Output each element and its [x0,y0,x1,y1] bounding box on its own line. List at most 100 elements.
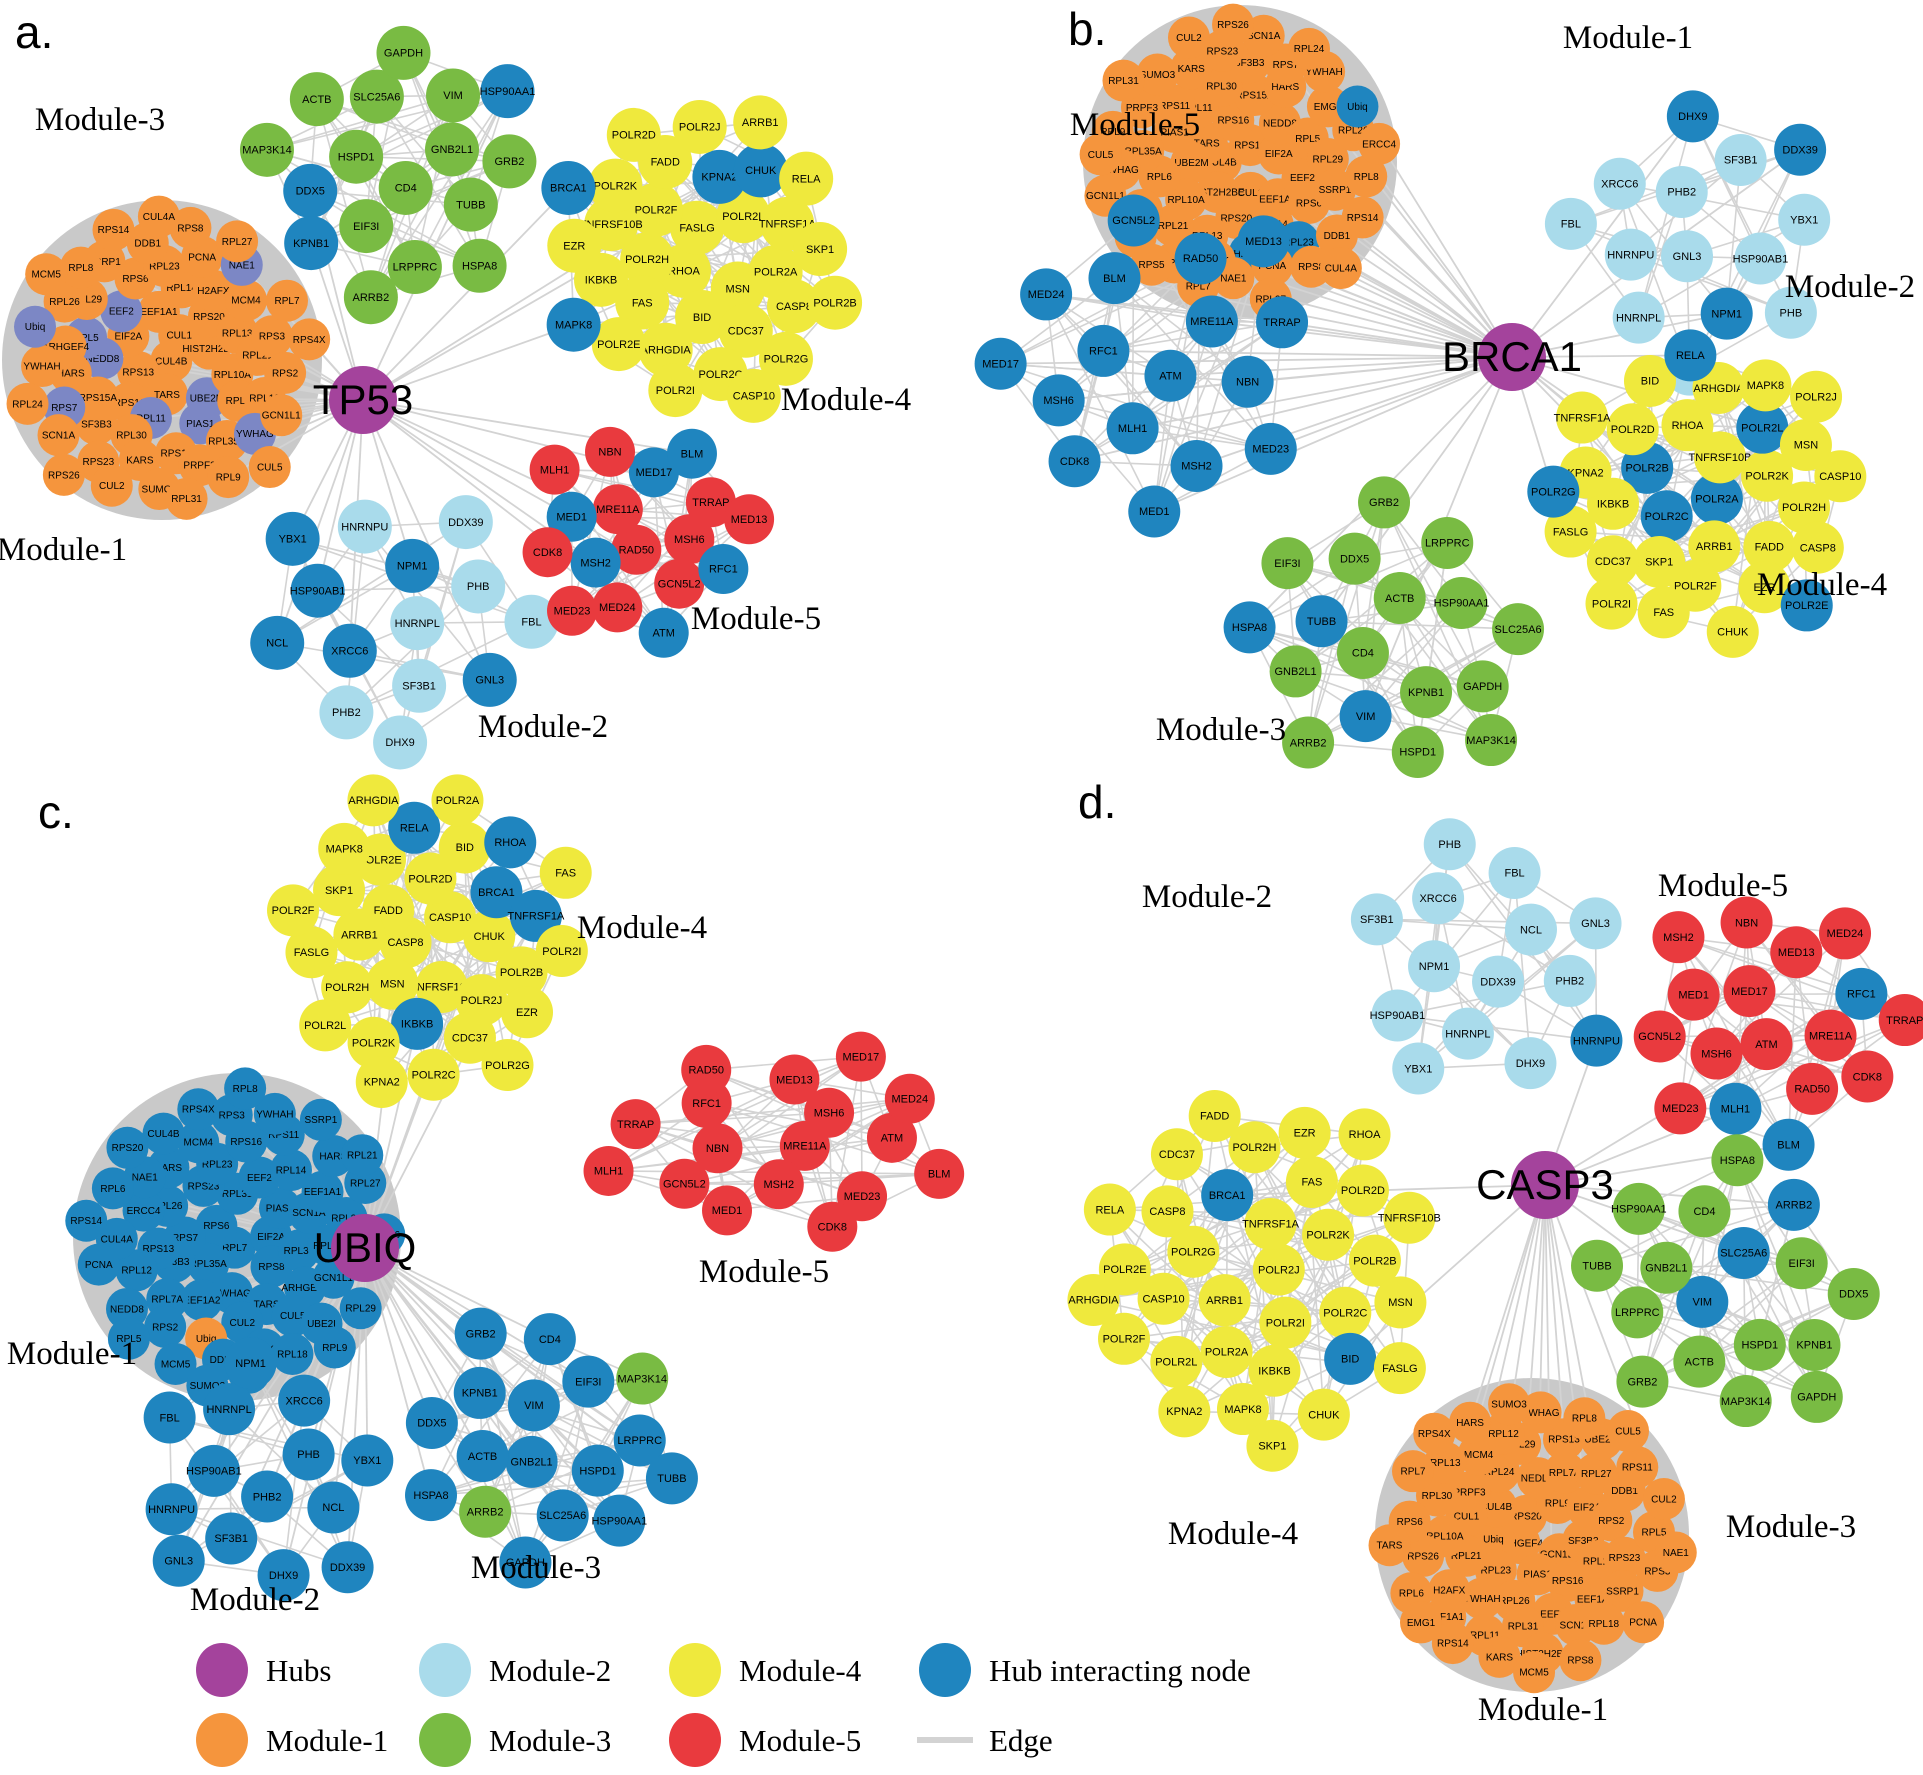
node [835,1031,886,1082]
node-label: POLR2D [612,130,656,142]
node-label: RPS26 [1407,1551,1439,1562]
node-label: RFC1 [1847,989,1876,1001]
node-label: NEDD8 [85,354,119,365]
panel-b-module-4: POLR2A POLR2C TNFRSF10B ARRB1 POLR2B POLR2K SK… [1527,329,1867,658]
node-label: RPS4X [182,1105,215,1116]
node [1586,535,1639,588]
panel-b: CUL4B RPS13 CUL1 TARS EIF2A HIST2H2BE RPS16 EEF… [974,3,1915,778]
node [692,149,747,204]
edge [171,1399,305,1510]
node [1688,520,1741,573]
node-label: NAE1 [1663,1548,1690,1559]
hub-spoke-edge [1281,321,1513,358]
node-label: RPS16 [114,398,146,409]
node [1513,1651,1556,1694]
node-label: PRPF3 [1453,1488,1486,1499]
node-label: FBL [1561,219,1581,231]
node-label: HSPD1 [1399,747,1436,759]
node [1158,1385,1211,1438]
node-label: MED1 [556,512,587,524]
node [1478,1635,1521,1678]
node [1612,291,1665,344]
node-label: SSRP1 [1319,185,1352,196]
node-label: ERCC4 [127,1206,161,1217]
module-label: Module-3 [1156,712,1286,748]
node [648,363,703,418]
node-label: RPS26 [48,470,80,481]
node [726,368,781,423]
node [1504,1037,1557,1090]
edge [1163,1181,1313,1300]
node-label: GCN1L1 [1086,191,1125,202]
node-label: SF3B3 [1568,1536,1599,1547]
node [343,270,398,325]
panel-c-module-3: GNB2L1 VIM HSPD1 ACTB EIF3I SLC25A6 KPNB1 LRPPR… [405,1307,698,1589]
hub-spoke-edge [1544,1184,1665,1500]
node [1368,1524,1411,1567]
node-label: RPS20 [1220,213,1252,224]
node [1413,1412,1456,1455]
node-label: RPL11 [1183,103,1213,114]
node [1144,349,1197,402]
node-label: RPS7 [172,1233,199,1244]
node-label: RPS8 [258,1262,285,1273]
node-label: RPL5 [1641,1528,1666,1539]
node-label: MED17 [843,1051,880,1063]
edge [414,90,509,268]
node [1431,1622,1474,1665]
edge [309,94,454,192]
node-label: ATM [653,628,675,640]
panel-a-module-3: CD4 HSPD1 GNB2L1 EIF3I SLC25A6 TUBB DDX5 VIM LRP… [239,25,537,325]
node-label: PIAS1 [1523,1570,1552,1581]
node-label: NPM1 [235,1358,266,1370]
node-label: Ubiq [1347,102,1368,113]
node-label: ARRB1 [742,117,779,129]
module-label: Module-5 [1070,107,1200,143]
node [793,222,848,277]
node-label: YWHAH [1305,67,1342,78]
edge [1641,1262,1803,1383]
node-label: RPL29 [72,294,103,305]
node-label: EEF1A1 [1427,1612,1465,1623]
node-label: ACTB [1685,1356,1714,1368]
node-label: PCNA [188,252,216,263]
node-label: SLC25A6 [1720,1248,1767,1260]
node-label: CUL4B [1205,157,1238,168]
node-label: RPL9 [216,472,241,483]
node-label: MSN [726,283,751,295]
node-label: YWHAG [1522,1408,1560,1419]
node-label: POLR2E [597,339,640,351]
node [1278,1106,1331,1159]
node-label: EIF2A [1265,149,1293,160]
node-label: BID [456,842,474,854]
node-label: RHOA [668,266,700,278]
node [733,95,788,150]
node-label: RPS2 [272,368,299,379]
node-label: EZR [516,1007,538,1019]
node [1259,1296,1312,1349]
node-label: HSPA8 [1720,1155,1755,1167]
node-label: SKP1 [325,885,353,897]
node [718,303,773,358]
node [702,1185,753,1236]
node [322,623,377,678]
node [424,891,477,944]
node-label: NCL [322,1502,344,1514]
node-label: EEF1A2 [1577,1595,1615,1606]
node-label: FAS [1653,607,1674,619]
node [1338,1108,1391,1161]
node-label: RPS8 [1298,262,1325,273]
node-label: FASLG [1382,1363,1417,1375]
node [1488,846,1541,899]
node-label: RPL23 [1283,237,1314,248]
node [1601,1569,1644,1612]
node-label: RPS4X [293,335,326,346]
node [541,160,596,215]
legend-swatch-hub_interacting [919,1643,971,1697]
node [1607,1410,1650,1453]
node [470,866,523,919]
node-label: RPL11 [1470,1631,1500,1642]
legend-label: Module-2 [489,1653,611,1688]
node-label: POLR2I [1592,598,1631,610]
node-label: HSPD1 [579,1465,616,1477]
